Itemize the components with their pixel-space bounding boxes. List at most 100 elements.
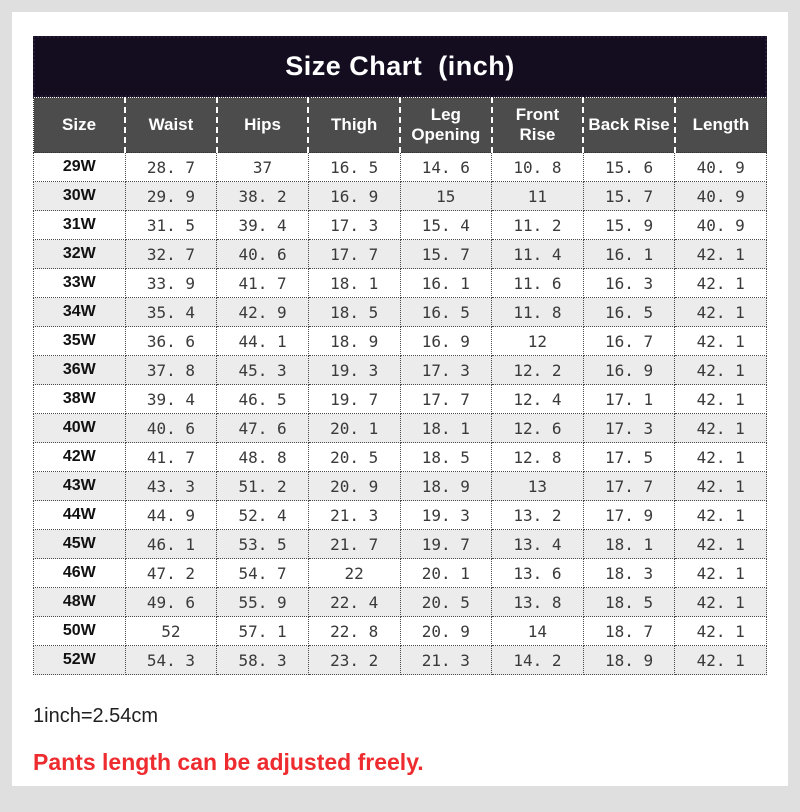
value-cell: 58. 3 <box>216 645 309 675</box>
value-cell: 13. 6 <box>491 558 584 588</box>
value-cell: 55. 9 <box>216 587 309 617</box>
value-cell: 40. 6 <box>124 413 218 443</box>
value-cell: 14. 2 <box>491 645 584 675</box>
value-cell: 18. 1 <box>399 413 493 443</box>
value-cell: 33. 9 <box>124 268 218 298</box>
size-cell: 45W <box>33 529 126 559</box>
value-cell: 57. 1 <box>216 616 309 646</box>
value-cell: 37. 8 <box>124 355 218 385</box>
value-cell: 16. 9 <box>582 355 676 385</box>
value-cell: 18. 9 <box>582 645 676 675</box>
value-cell: 19. 3 <box>307 355 401 385</box>
size-cell: 35W <box>33 326 126 356</box>
size-cell: 42W <box>33 442 126 472</box>
value-cell: 41. 7 <box>124 442 218 472</box>
value-cell: 28. 7 <box>124 152 218 182</box>
value-cell: 15. 7 <box>399 239 493 269</box>
value-cell: 18. 5 <box>582 587 676 617</box>
value-cell: 21. 3 <box>307 500 401 530</box>
size-cell: 43W <box>33 471 126 501</box>
value-cell: 11. 4 <box>491 239 584 269</box>
value-cell: 11 <box>491 181 584 211</box>
page-title: Size Chart (inch) <box>285 51 515 81</box>
value-cell: 15. 9 <box>582 210 676 240</box>
unit-conversion-note: 1inch=2.54cm <box>33 705 159 727</box>
table-row: 36W 37. 8 45. 3 19. 3 17. 3 12. 2 16. 9 42. 1 <box>33 355 767 385</box>
table-body: 29W 28. 7 37 16. 5 14. 6 10. 8 15. 6 40. 9 30W 29… <box>33 152 767 675</box>
table-row: 46W 47. 2 54. 7 22 20. 1 13. 6 18. 3 42. 1 <box>33 558 767 588</box>
table-row: 38W 39. 4 46. 5 19. 7 17. 7 12. 4 17. 1 42. 1 <box>33 384 767 414</box>
value-cell: 18. 3 <box>582 558 676 588</box>
value-cell: 16. 5 <box>399 297 493 327</box>
value-cell: 19. 7 <box>399 529 493 559</box>
value-cell: 16. 1 <box>399 268 493 298</box>
table-row: 32W 32. 7 40. 6 17. 7 15. 7 11. 4 16. 1 42. 1 <box>33 239 767 269</box>
value-cell: 42. 1 <box>674 442 767 472</box>
table-row: 29W 28. 7 37 16. 5 14. 6 10. 8 15. 6 40. 9 <box>33 152 767 182</box>
size-cell: 31W <box>33 210 126 240</box>
column-header-size: Size <box>33 97 127 153</box>
value-cell: 40. 6 <box>216 239 309 269</box>
value-cell: 42. 1 <box>674 500 767 530</box>
value-cell: 16. 7 <box>582 326 676 356</box>
value-cell: 22. 8 <box>307 616 401 646</box>
value-cell: 32. 7 <box>124 239 218 269</box>
column-header-length: Length <box>673 97 767 153</box>
value-cell: 17. 7 <box>582 471 676 501</box>
size-cell: 40W <box>33 413 126 443</box>
value-cell: 42. 1 <box>674 587 767 617</box>
value-cell: 35. 4 <box>124 297 218 327</box>
table-row: 52W 54. 3 58. 3 23. 2 21. 3 14. 2 18. 9 42. 1 <box>33 645 767 675</box>
size-cell: 33W <box>33 268 126 298</box>
value-cell: 45. 3 <box>216 355 309 385</box>
value-cell: 11. 6 <box>491 268 584 298</box>
column-header-waist: Waist <box>124 97 218 153</box>
value-cell: 42. 1 <box>674 413 767 443</box>
column-header-front-rise: Front Rise <box>490 97 585 153</box>
value-cell: 17. 1 <box>582 384 676 414</box>
size-cell: 52W <box>33 645 126 675</box>
value-cell: 16. 9 <box>307 181 401 211</box>
value-cell: 22 <box>307 558 401 588</box>
table-row: 44W 44. 9 52. 4 21. 3 19. 3 13. 2 17. 9 42. 1 <box>33 500 767 530</box>
value-cell: 15. 6 <box>582 152 676 182</box>
column-header-back-rise: Back Rise <box>582 97 676 153</box>
value-cell: 23. 2 <box>307 645 401 675</box>
column-header-thigh: Thigh <box>307 97 401 153</box>
value-cell: 17. 7 <box>399 384 493 414</box>
value-cell: 43. 3 <box>124 471 218 501</box>
value-cell: 18. 5 <box>307 297 401 327</box>
value-cell: 54. 7 <box>216 558 309 588</box>
value-cell: 16. 9 <box>399 326 493 356</box>
value-cell: 15. 4 <box>399 210 493 240</box>
table-row: 34W 35. 4 42. 9 18. 5 16. 5 11. 8 16. 5 42. 1 <box>33 297 767 327</box>
column-header-hips: Hips <box>215 97 310 153</box>
size-chart-card: Size Chart (inch) Size Waist Hips Thigh … <box>12 12 788 786</box>
value-cell: 12 <box>491 326 584 356</box>
value-cell: 42. 1 <box>674 558 767 588</box>
value-cell: 20. 9 <box>399 616 493 646</box>
value-cell: 42. 1 <box>674 384 767 414</box>
value-cell: 17. 7 <box>307 239 401 269</box>
value-cell: 42. 1 <box>674 239 767 269</box>
table-row: 45W 46. 1 53. 5 21. 7 19. 7 13. 4 18. 1 42. 1 <box>33 529 767 559</box>
table-row: 43W 43. 3 51. 2 20. 9 18. 9 13 17. 7 42. 1 <box>33 471 767 501</box>
value-cell: 37 <box>216 152 309 182</box>
table-row: 42W 41. 7 48. 8 20. 5 18. 5 12. 8 17. 5 42. 1 <box>33 442 767 472</box>
value-cell: 29. 9 <box>124 181 218 211</box>
value-cell: 12. 8 <box>491 442 584 472</box>
value-cell: 40. 9 <box>674 210 767 240</box>
pants-length-footnote: Pants length can be adjusted freely. <box>33 749 424 775</box>
value-cell: 17. 3 <box>399 355 493 385</box>
value-cell: 42. 1 <box>674 326 767 356</box>
value-cell: 12. 2 <box>491 355 584 385</box>
value-cell: 13. 8 <box>491 587 584 617</box>
header-row: Size Waist Hips Thigh Leg Opening Front … <box>33 97 767 153</box>
value-cell: 39. 4 <box>216 210 309 240</box>
size-cell: 38W <box>33 384 126 414</box>
value-cell: 15 <box>399 181 493 211</box>
value-cell: 20. 1 <box>399 558 493 588</box>
size-cell: 44W <box>33 500 126 530</box>
value-cell: 12. 4 <box>491 384 584 414</box>
value-cell: 20. 9 <box>307 471 401 501</box>
